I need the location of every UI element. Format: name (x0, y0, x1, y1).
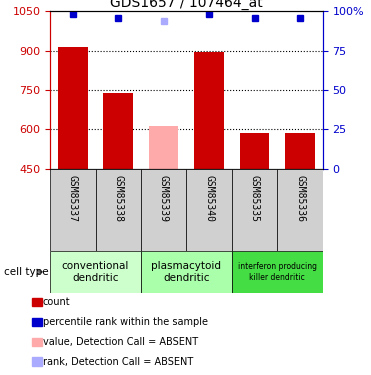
Text: count: count (43, 297, 70, 307)
Bar (141, 251, 232, 292)
Bar (104, 93, 133, 169)
Bar (232, 169, 278, 251)
Text: GSM85338: GSM85338 (113, 176, 123, 222)
Bar (278, 169, 323, 251)
Bar (149, 126, 178, 169)
Text: plasmacytoid
dendritic: plasmacytoid dendritic (151, 261, 221, 283)
Text: GSM85339: GSM85339 (159, 176, 169, 222)
Bar (187, 169, 232, 251)
Text: GSM85340: GSM85340 (204, 176, 214, 222)
Text: rank, Detection Call = ABSENT: rank, Detection Call = ABSENT (43, 357, 193, 366)
Bar (285, 133, 315, 169)
Bar (96, 169, 141, 251)
Bar (141, 169, 187, 251)
Bar (50, 169, 96, 251)
Text: percentile rank within the sample: percentile rank within the sample (43, 317, 208, 327)
Text: GSM85336: GSM85336 (295, 176, 305, 222)
Text: interferon producing
killer dendritic: interferon producing killer dendritic (238, 262, 317, 282)
Bar (232, 251, 323, 292)
Bar (240, 133, 269, 169)
Text: GSM85335: GSM85335 (250, 176, 260, 222)
Bar (50, 251, 141, 292)
Title: GDS1657 / 107464_at: GDS1657 / 107464_at (110, 0, 263, 10)
Bar (58, 48, 88, 169)
Bar (194, 52, 224, 169)
Text: cell type: cell type (4, 267, 48, 277)
Text: conventional
dendritic: conventional dendritic (62, 261, 129, 283)
Text: value, Detection Call = ABSENT: value, Detection Call = ABSENT (43, 337, 198, 346)
Text: GSM85337: GSM85337 (68, 176, 78, 222)
